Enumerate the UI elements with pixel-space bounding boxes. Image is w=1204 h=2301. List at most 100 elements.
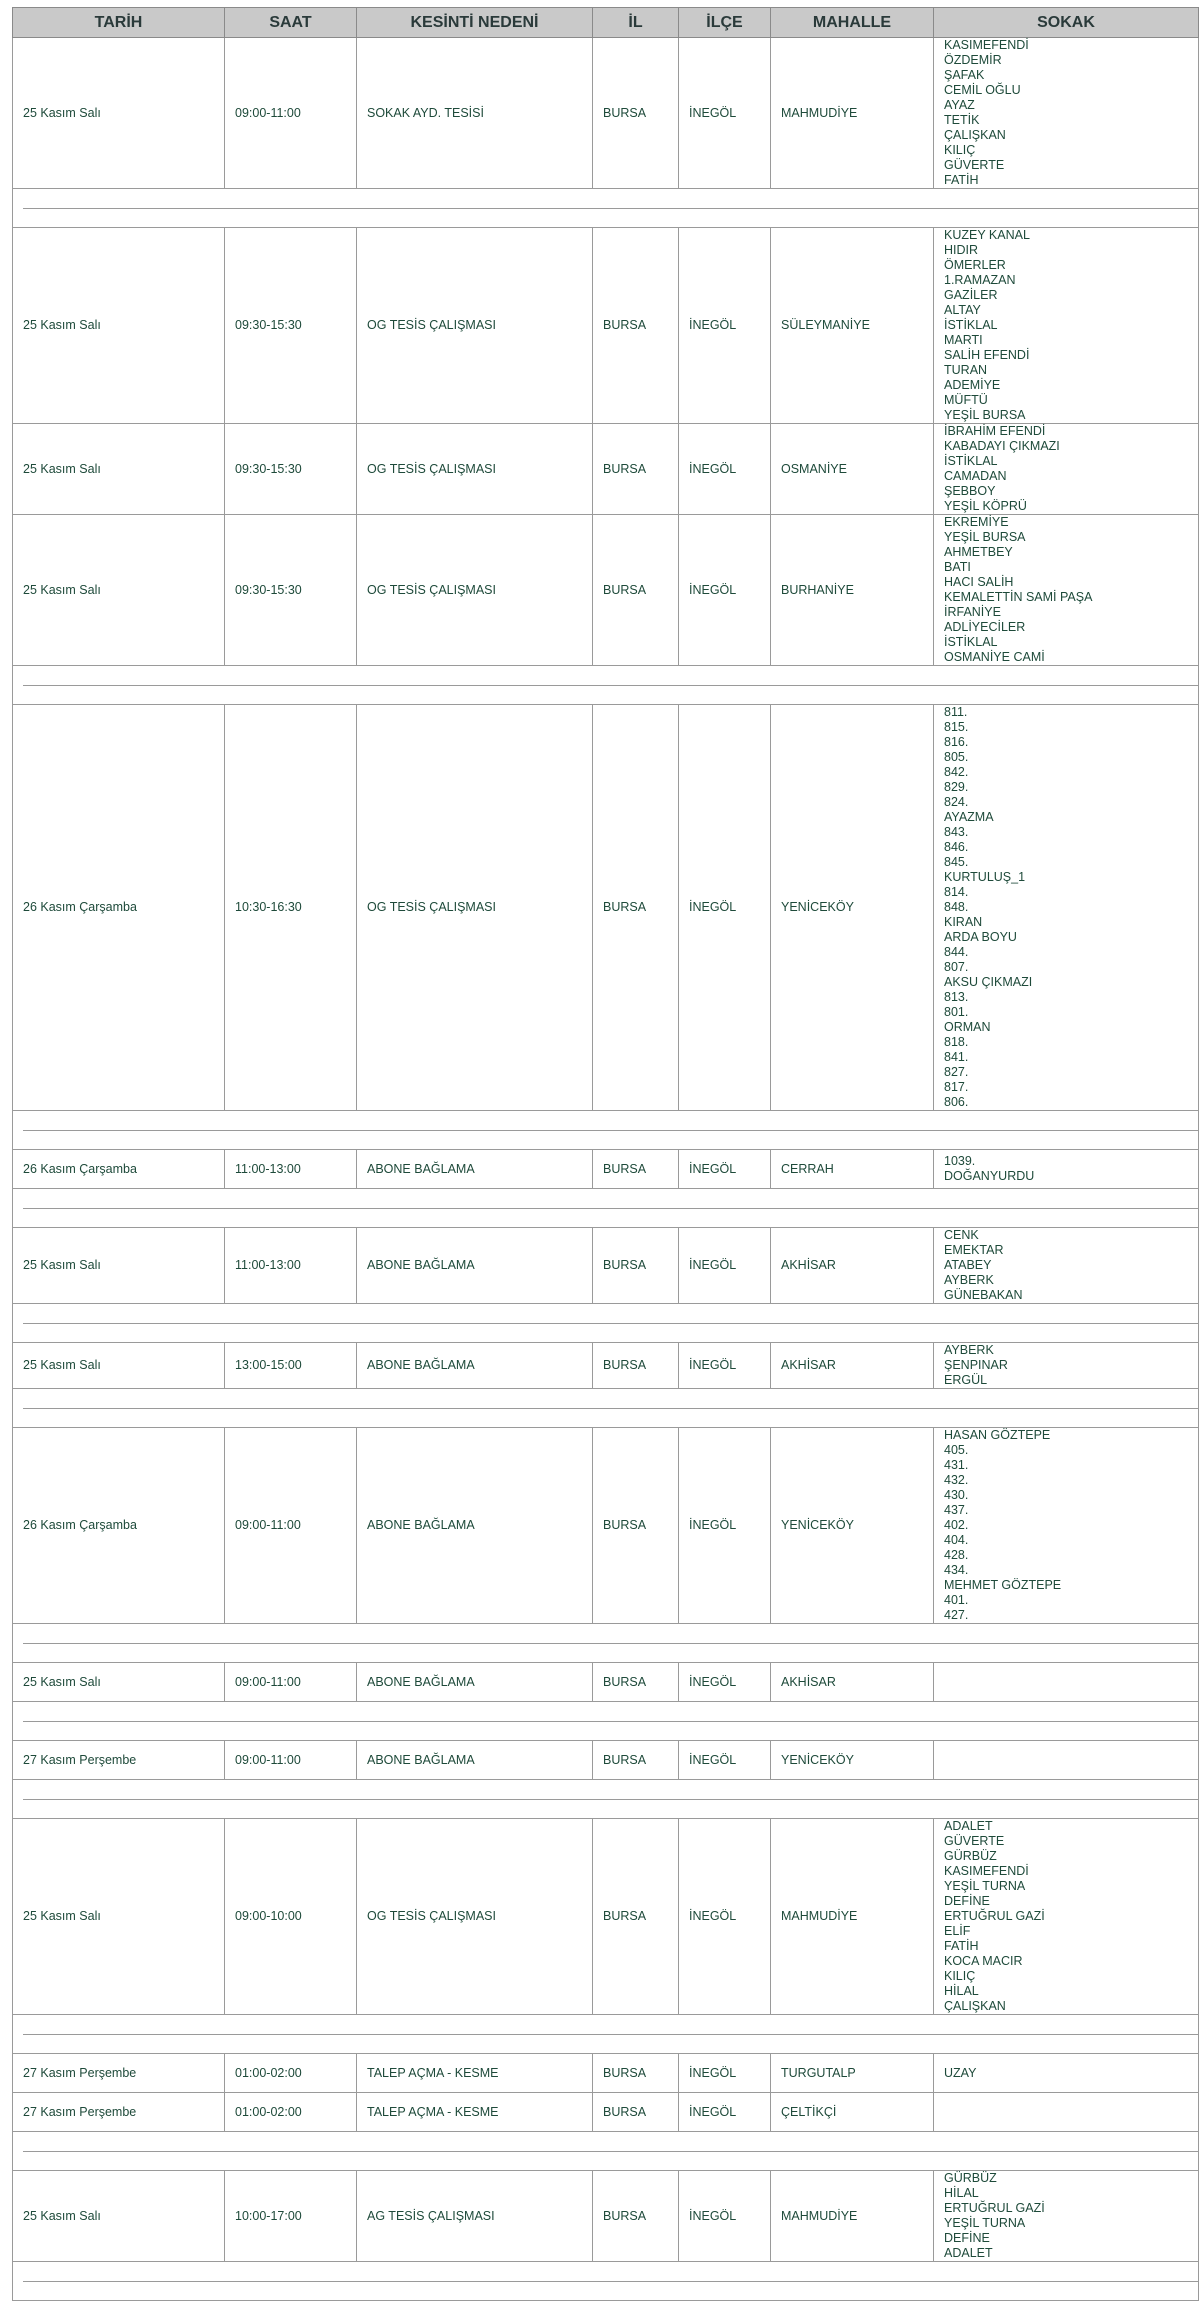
- data-row: 25 Kasım Salı 09:00-11:00 ABONE BAĞLAMA BUR…: [12, 1662, 1199, 1702]
- separator-row: [12, 1623, 1199, 1663]
- sokak-cell: 811. 815. 816. 805. 842. 829. 824. AYAZMA 843. 84…: [933, 704, 1199, 1111]
- neden-cell: OG TESİS ÇALIŞMASI: [356, 514, 593, 666]
- table-body: 25 Kasım Salı 09:00-11:00 SOKAK AYD. TESİS…: [12, 37, 1199, 2301]
- ilce-cell: İNEGÖL: [678, 1342, 771, 1389]
- mahalle-cell: YENİCEKÖY: [770, 1740, 934, 1780]
- mahalle-cell: OSMANİYE: [770, 423, 934, 515]
- street-name: İSTİKLAL: [944, 318, 998, 332]
- street-name: KILIÇ: [944, 1969, 976, 1983]
- data-row: 26 Kasım Çarşamba 09:00-11:00 ABONE BAĞLAM…: [12, 1427, 1199, 1624]
- separator-line: [23, 208, 1198, 209]
- sokak-cell: 1039. DOĞANYURDU: [933, 1149, 1199, 1189]
- header-cell: İL: [592, 7, 679, 38]
- street-name: 848.: [944, 900, 969, 914]
- tarih-cell: 25 Kasım Salı: [12, 514, 225, 666]
- street-name: ŞAFAK: [944, 68, 985, 82]
- street-name: MEHMET GÖZTEPE: [944, 1578, 1062, 1592]
- tarih-cell: 25 Kasım Salı: [12, 1227, 225, 1304]
- street-name: ÖZDEMİR: [944, 53, 1002, 67]
- il-cell: BURSA: [592, 704, 679, 1111]
- ilce-cell: İNEGÖL: [678, 2170, 771, 2262]
- sokak-cell: [933, 2092, 1199, 2132]
- street-name: ERTUĞRUL GAZİ: [944, 2201, 1045, 2215]
- street-name: 404.: [944, 1533, 969, 1547]
- tarih-cell: 26 Kasım Çarşamba: [12, 704, 225, 1111]
- street-name: AYBERK: [944, 1343, 994, 1357]
- street-name: TURAN: [944, 363, 988, 377]
- street-name: 827.: [944, 1065, 969, 1079]
- neden-cell: OG TESİS ÇALIŞMASI: [356, 423, 593, 515]
- street-name: KASIMEFENDİ: [944, 38, 1029, 52]
- mahalle-cell: YENİCEKÖY: [770, 704, 934, 1111]
- tarih-cell: 27 Kasım Perşembe: [12, 1740, 225, 1780]
- street-name: 805.: [944, 750, 969, 764]
- street-name: UZAY: [944, 2065, 977, 2080]
- street-name: MÜFTÜ: [944, 393, 988, 407]
- mahalle-cell: MAHMUDİYE: [770, 1818, 934, 2015]
- ilce-cell: İNEGÖL: [678, 423, 771, 515]
- street-name: YEŞİL TURNA: [944, 2216, 1026, 2230]
- saat-cell: 01:00-02:00: [224, 2053, 357, 2093]
- street-name: ADEMİYE: [944, 378, 1001, 392]
- saat-cell: 11:00-13:00: [224, 1227, 357, 1304]
- street-name: ÇALIŞKAN: [944, 128, 1006, 142]
- street-name: 405.: [944, 1443, 969, 1457]
- separator-row: [12, 665, 1199, 705]
- sokak-cell: EKREMİYE YEŞİL BURSA AHMETBEY BATI HACI SALİ…: [933, 514, 1199, 666]
- saat-cell: 10:00-17:00: [224, 2170, 357, 2262]
- data-row: 27 Kasım Perşembe 09:00-11:00 ABONE BAĞLAM…: [12, 1740, 1199, 1780]
- separator-cell: [12, 1623, 1199, 1663]
- separator-cell: [12, 1188, 1199, 1228]
- data-row: 25 Kasım Salı 11:00-13:00 ABONE BAĞLAMA BUR…: [12, 1227, 1199, 1304]
- table-wrapper: TARİH SAAT KESİNTİ NEDENİ İL İLÇE MAHALLE SOKA…: [12, 7, 1199, 2301]
- il-cell: BURSA: [592, 227, 679, 424]
- mahalle-cell: AKHİSAR: [770, 1662, 934, 1702]
- neden-cell: AG TESİS ÇALIŞMASI: [356, 2170, 593, 2262]
- street-name: GÜRBÜZ: [944, 1849, 997, 1863]
- separator-cell: [12, 665, 1199, 705]
- street-name: 806.: [944, 1095, 969, 1109]
- street-name: 431.: [944, 1458, 969, 1472]
- street-name: 807.: [944, 960, 969, 974]
- separator-cell: [12, 1779, 1199, 1819]
- tarih-cell: 25 Kasım Salı: [12, 1818, 225, 2015]
- neden-cell: ABONE BAĞLAMA: [356, 1342, 593, 1389]
- mahalle-cell: SÜLEYMANİYE: [770, 227, 934, 424]
- street-name: DOĞANYURDU: [944, 1169, 1035, 1183]
- street-name: EKREMİYE: [944, 515, 1009, 529]
- street-name: İSTİKLAL: [944, 454, 998, 468]
- mahalle-cell: TURGUTALP: [770, 2053, 934, 2093]
- sokak-cell: ADALET GÜVERTE GÜRBÜZ KASIMEFENDİ YEŞİL TURN…: [933, 1818, 1199, 2015]
- neden-cell: TALEP AÇMA - KESME: [356, 2092, 593, 2132]
- mahalle-cell: AKHİSAR: [770, 1227, 934, 1304]
- street-name: 402.: [944, 1518, 969, 1532]
- il-cell: BURSA: [592, 2170, 679, 2262]
- il-cell: BURSA: [592, 2053, 679, 2093]
- neden-cell: ABONE BAĞLAMA: [356, 1662, 593, 1702]
- saat-cell: 09:30-15:30: [224, 423, 357, 515]
- street-name: OSMANİYE CAMİ: [944, 650, 1045, 664]
- street-name: SALİH EFENDİ: [944, 348, 1030, 362]
- street-name: CAMADAN: [944, 469, 1007, 483]
- separator-line: [23, 2034, 1198, 2035]
- sokak-cell: UZAY: [933, 2053, 1199, 2093]
- street-name: KEMALETTİN SAMİ PAŞA: [944, 590, 1093, 604]
- mahalle-cell: BURHANİYE: [770, 514, 934, 666]
- tarih-cell: 25 Kasım Salı: [12, 423, 225, 515]
- street-name: HACI SALİH: [944, 575, 1014, 589]
- street-name: BATI: [944, 560, 971, 574]
- il-cell: BURSA: [592, 1149, 679, 1189]
- street-name: KOCA MACIR: [944, 1954, 1023, 1968]
- separator-cell: [12, 188, 1199, 228]
- ilce-cell: İNEGÖL: [678, 37, 771, 189]
- street-name: AYAZMA: [944, 810, 994, 824]
- sokak-cell: KUZEY KANAL HIDIR ÖMERLER 1.RAMAZAN GAZİLER A…: [933, 227, 1199, 424]
- sokak-cell: KASIMEFENDİ ÖZDEMİR ŞAFAK CEMİL OĞLU AYAZ TET…: [933, 37, 1199, 189]
- street-name: 811.: [944, 705, 968, 719]
- street-name: HİLAL: [944, 2186, 979, 2200]
- saat-cell: 13:00-15:00: [224, 1342, 357, 1389]
- data-row: 26 Kasım Çarşamba 11:00-13:00 ABONE BAĞLAM…: [12, 1149, 1199, 1189]
- header-cell: TARİH: [12, 7, 225, 38]
- il-cell: BURSA: [592, 1740, 679, 1780]
- street-name: YEŞİL TURNA: [944, 1879, 1026, 1893]
